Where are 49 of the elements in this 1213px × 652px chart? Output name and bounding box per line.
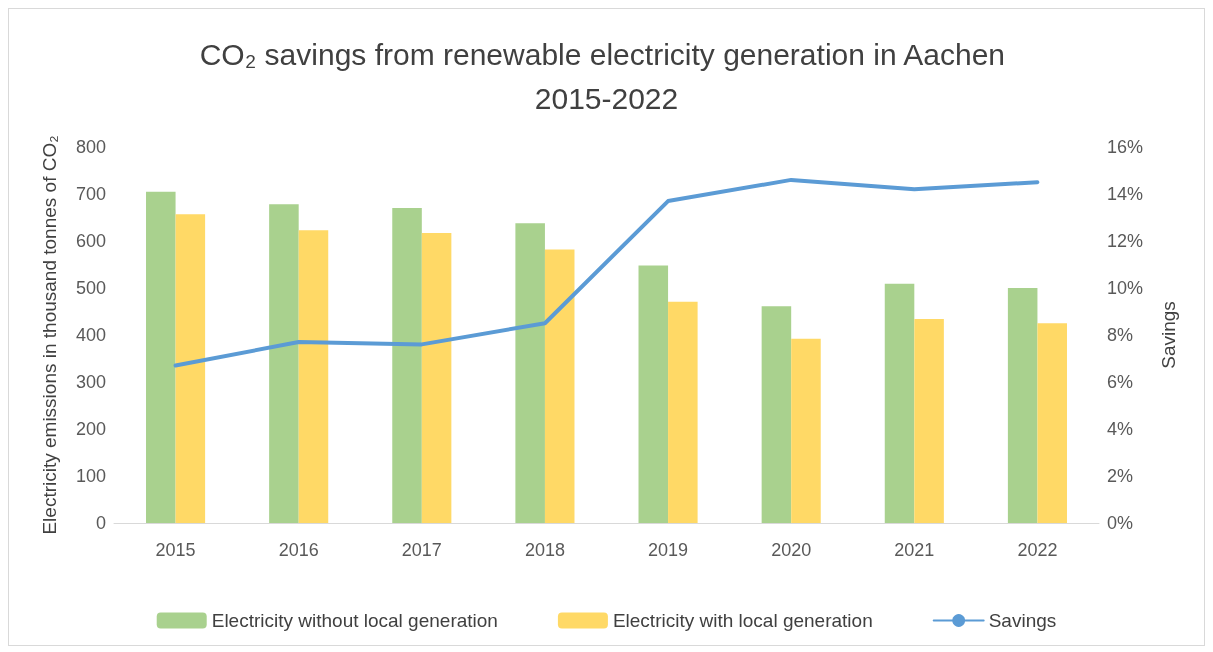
y2-tick-label: 8% bbox=[1107, 325, 1134, 345]
y-axis-title: Electricity emissions in thousand tonnes of CO₂ bbox=[39, 135, 60, 535]
bar bbox=[1037, 323, 1067, 523]
bar bbox=[269, 204, 299, 523]
x-tick-label: 2021 bbox=[894, 540, 935, 560]
y-tick-label: 200 bbox=[75, 419, 106, 439]
x-tick-label: 2022 bbox=[1017, 540, 1058, 560]
y-tick-label: 800 bbox=[75, 137, 106, 157]
chart-title: CO₂ savings from renewable electricity generation in Aachen 2015-2022 bbox=[199, 37, 1014, 115]
y-tick-label: 600 bbox=[75, 231, 106, 251]
x-tick-label: 2015 bbox=[155, 540, 196, 560]
bar bbox=[146, 191, 176, 523]
x-tick-label: 2020 bbox=[771, 540, 812, 560]
bar bbox=[421, 233, 452, 523]
y2-tick-label: 6% bbox=[1107, 372, 1134, 392]
line-series bbox=[173, 177, 1040, 368]
y-tick-label: 0 bbox=[95, 513, 106, 533]
y2-tick-label: 10% bbox=[1107, 278, 1144, 298]
bar bbox=[668, 301, 698, 523]
bar bbox=[392, 208, 422, 523]
y2-tick-label: 16% bbox=[1107, 137, 1144, 157]
bar bbox=[884, 283, 915, 523]
legend-label: Electricity without local generation bbox=[211, 610, 498, 631]
bar bbox=[298, 230, 329, 523]
legend-label: Savings bbox=[988, 610, 1057, 631]
y-tick-label: 400 bbox=[75, 325, 106, 345]
y2-tick-label: 2% bbox=[1107, 466, 1134, 486]
x-tick-label: 2016 bbox=[278, 540, 319, 560]
bar bbox=[791, 338, 821, 523]
y-tick-label: 300 bbox=[75, 372, 106, 392]
y2-tick-label: 14% bbox=[1107, 184, 1144, 204]
bar bbox=[544, 249, 575, 523]
y2-tick-label: 0% bbox=[1107, 513, 1134, 533]
bar bbox=[761, 306, 792, 523]
legend-label: Electricity with local generation bbox=[612, 610, 873, 631]
y-tick-label: 500 bbox=[75, 278, 106, 298]
y-tick-label: 100 bbox=[75, 466, 106, 486]
y-tick-label: 700 bbox=[75, 184, 106, 204]
bar bbox=[1007, 288, 1038, 523]
y2-tick-label: 12% bbox=[1107, 231, 1144, 251]
bar bbox=[175, 214, 206, 523]
y2-tick-label: 4% bbox=[1107, 419, 1134, 439]
x-tick-label: 2018 bbox=[524, 540, 565, 560]
bar bbox=[515, 223, 545, 523]
y2-axis-title: Savings bbox=[1158, 301, 1179, 369]
x-tick-label: 2017 bbox=[401, 540, 442, 560]
bar bbox=[914, 319, 944, 523]
x-tick-label: 2019 bbox=[648, 540, 689, 560]
bar bbox=[638, 265, 669, 523]
